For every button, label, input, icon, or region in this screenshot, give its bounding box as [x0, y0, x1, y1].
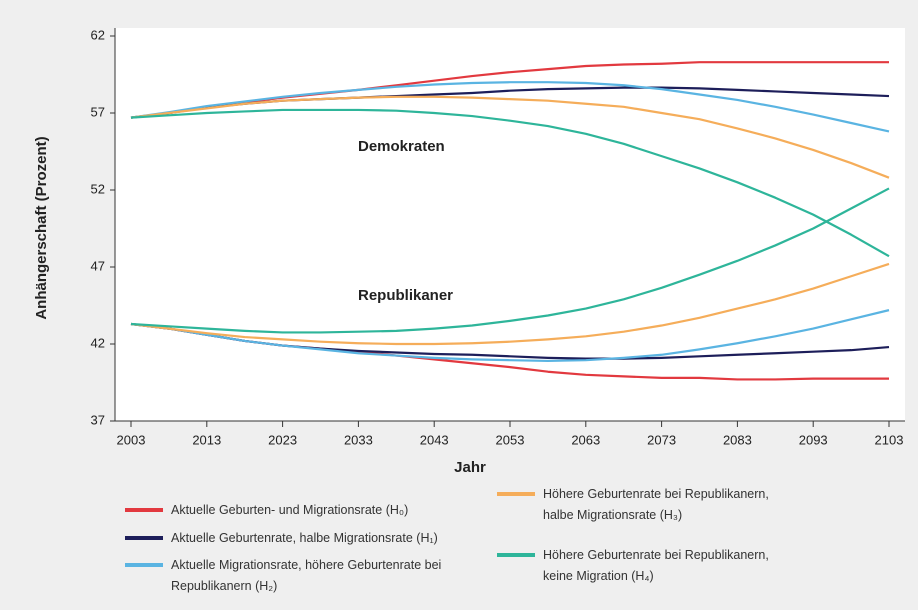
series-line [130, 187, 890, 334]
series-line [130, 81, 890, 133]
x-tick-label: 2103 [875, 432, 904, 447]
x-tick-label: 2053 [496, 432, 525, 447]
legend-swatch [125, 536, 163, 540]
legend-label: Aktuelle Migrationsrate, höhere Geburten… [171, 558, 442, 593]
legend-swatch [497, 492, 535, 496]
x-tick-label: 2073 [647, 432, 676, 447]
legend-swatch [125, 508, 163, 512]
x-tick-label: 2093 [799, 432, 828, 447]
x-tick-label: 2013 [192, 432, 221, 447]
series-line [130, 95, 890, 179]
y-tick-label: 62 [91, 27, 105, 42]
legend-swatch [497, 553, 535, 557]
x-tick-label: 2003 [117, 432, 146, 447]
series-line [130, 309, 890, 363]
series-line [130, 262, 890, 346]
x-tick-label: 2043 [420, 432, 449, 447]
x-tick-label: 2023 [268, 432, 297, 447]
legend-label: Höhere Geburtenrate bei Republikanern, h… [543, 487, 769, 522]
x-tick-label: 2083 [723, 432, 752, 447]
y-tick-label: 47 [91, 258, 105, 273]
legend-swatch [125, 563, 163, 567]
series-line [130, 108, 890, 258]
annotation: Demokraten [358, 138, 445, 155]
legend-label: Aktuelle Geburtenrate, halbe Migrationsr… [171, 531, 438, 545]
legend-label: Aktuelle Geburten- und Migrationsrate (H… [171, 503, 409, 517]
x-tick-label: 2033 [344, 432, 373, 447]
y-tick-label: 52 [91, 181, 105, 196]
annotation: Republikaner [358, 287, 453, 304]
y-tick-label: 57 [91, 104, 105, 119]
chart: Jahr Anhängerschaft (Prozent) Demokraten… [33, 27, 905, 476]
y-axis-label: Anhängerschaft (Prozent) [33, 136, 50, 319]
y-tick-label: 42 [91, 335, 105, 350]
y-tick-label: 37 [91, 412, 105, 427]
legend-label: Höhere Geburtenrate bei Republikanern, k… [543, 548, 769, 583]
x-tick-label: 2063 [571, 432, 600, 447]
x-axis-label: Jahr [454, 459, 486, 476]
plot-area [115, 28, 905, 421]
